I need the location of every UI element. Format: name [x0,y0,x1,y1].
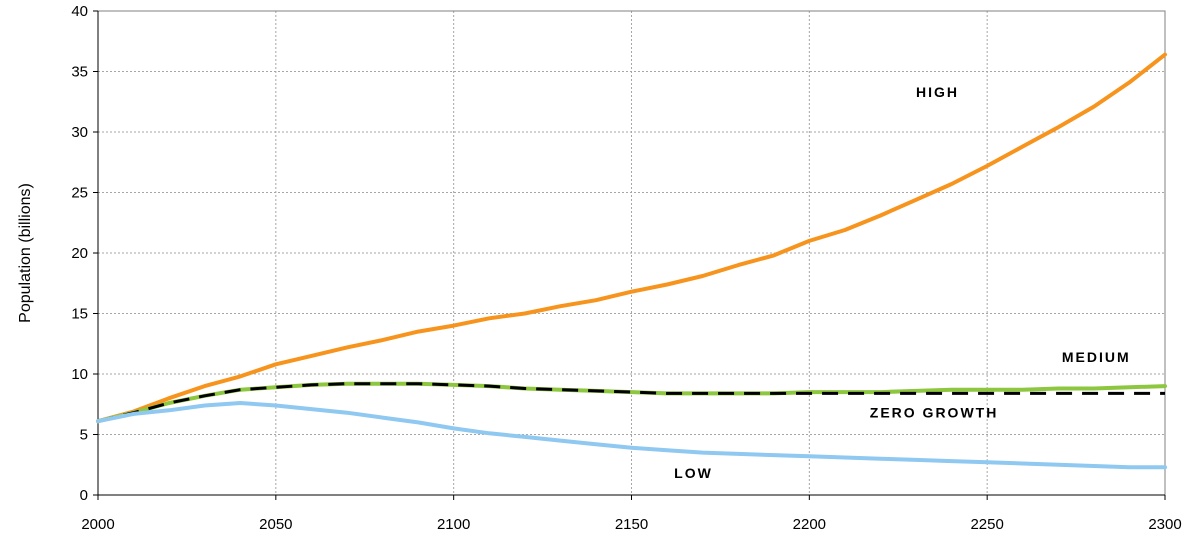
y-tick-label: 5 [80,427,88,444]
grid-lines [98,10,1166,495]
x-tick-label: 2300 [1148,516,1181,533]
annotation-zero-growth: ZERO GROWTH [870,405,999,421]
series-line-zero-growth [97,382,1165,423]
series-line-high [96,52,1167,424]
annotation-low: LOW [674,465,713,481]
x-tick-label: 2000 [81,516,114,533]
annotation-high: HIGH [916,84,959,100]
y-tick-label: 40 [71,3,88,20]
series-lines [96,52,1167,470]
tick-labels: 0 5 10 15 20 25 30 35 40 2000 2050 2100 2150 2200 2250… [71,3,1181,533]
y-axis-title: Population (billions) [17,183,34,323]
x-tick-label: 2200 [793,516,826,533]
x-tick-label: 2250 [970,516,1003,533]
series-annotations: HIGH MEDIUM ZERO GROWTH LOW [674,84,1131,481]
y-tick-label: 15 [71,306,88,323]
y-tick-label: 0 [80,487,88,504]
y-tick-label: 25 [71,185,88,202]
axes [93,10,1166,500]
y-tick-label: 20 [71,245,88,262]
x-tick-label: 2150 [615,516,648,533]
y-tick-label: 10 [71,366,88,383]
annotation-medium: MEDIUM [1062,349,1131,365]
x-tick-label: 2050 [259,516,292,533]
y-tick-label: 30 [71,124,88,141]
x-tick-label: 2100 [437,516,470,533]
y-tick-label: 35 [71,64,88,81]
series-line-medium [96,381,1167,424]
series-line-low [96,401,1167,470]
